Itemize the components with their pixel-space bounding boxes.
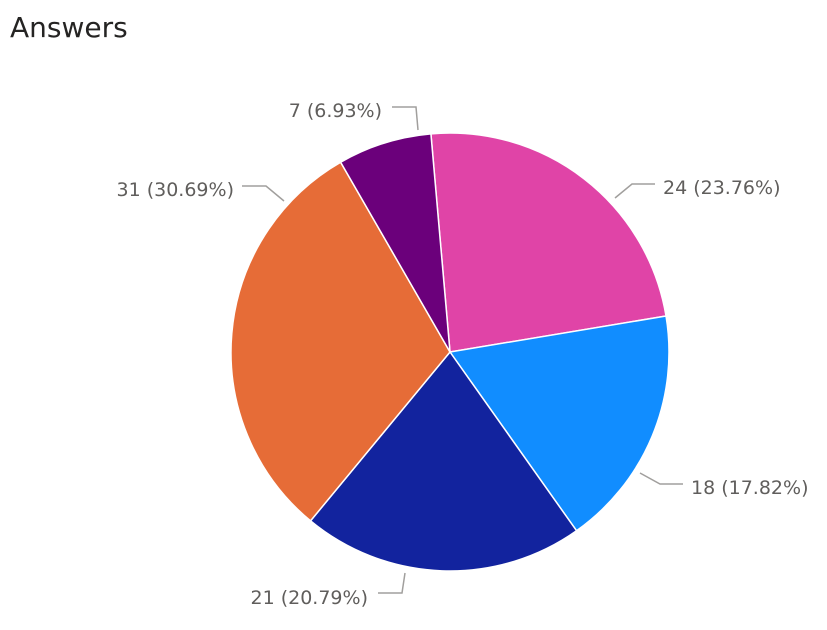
leader-lines	[242, 106, 683, 594]
pie-slices	[230, 132, 670, 572]
chart-title: Answers	[10, 11, 128, 44]
leader-line	[614, 183, 655, 199]
pie-slice[interactable]	[230, 161, 451, 522]
pie-slice[interactable]	[339, 133, 451, 353]
slice-data-label: 18 (17.82%)	[691, 477, 809, 499]
slice-data-label: 31 (30.69%)	[117, 179, 235, 201]
slice-data-label: 7 (6.93%)	[289, 100, 382, 122]
pie-slice[interactable]	[309, 350, 578, 572]
pie-slice[interactable]	[430, 132, 667, 353]
leader-line	[378, 572, 406, 594]
leader-line	[639, 472, 683, 485]
pie-slice[interactable]	[448, 315, 670, 532]
leader-line	[242, 185, 285, 202]
slice-labels: 24 (23.76%) 18 (17.82%) 21 (20.79%) 31 (30.…	[117, 100, 809, 609]
slice-data-label: 21 (20.79%)	[251, 587, 369, 609]
slice-data-label: 24 (23.76%)	[663, 177, 781, 199]
leader-line	[392, 106, 419, 131]
